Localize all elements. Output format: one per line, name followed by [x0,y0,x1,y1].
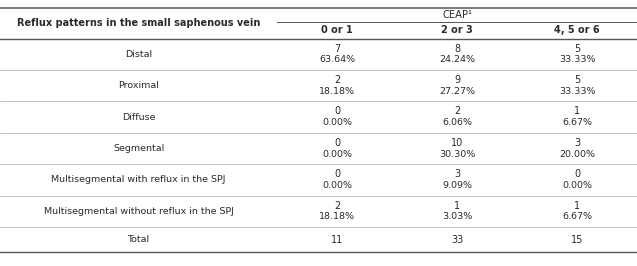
Text: 0.00%: 0.00% [322,181,352,190]
Text: 5: 5 [574,75,580,85]
Text: 3: 3 [574,138,580,148]
Text: Diffuse: Diffuse [122,113,155,122]
Text: 2: 2 [334,75,340,85]
Text: 3: 3 [454,169,460,179]
Text: 7: 7 [334,44,340,54]
Text: 18.18%: 18.18% [319,212,355,221]
Text: 0: 0 [334,138,340,148]
Text: 11: 11 [331,235,343,244]
Text: Multisegmental with reflux in the SPJ: Multisegmental with reflux in the SPJ [52,175,225,184]
Text: 33.33%: 33.33% [559,55,595,64]
Text: 1: 1 [574,201,580,211]
Text: Proximal: Proximal [118,81,159,90]
Text: 2: 2 [454,106,460,117]
Text: 8: 8 [454,44,460,54]
Text: Segmental: Segmental [113,144,164,153]
Text: 33: 33 [451,235,463,244]
Text: 0: 0 [334,106,340,117]
Text: 18.18%: 18.18% [319,87,355,96]
Text: 27.27%: 27.27% [439,87,475,96]
Text: Reflux patterns in the small saphenous vein: Reflux patterns in the small saphenous v… [17,18,261,28]
Text: 24.24%: 24.24% [439,55,475,64]
Text: Total: Total [127,235,150,244]
Text: 0.00%: 0.00% [322,118,352,127]
Text: 33.33%: 33.33% [559,87,595,96]
Text: 63.64%: 63.64% [319,55,355,64]
Text: 6.67%: 6.67% [562,118,592,127]
Text: 15: 15 [571,235,583,244]
Text: 20.00%: 20.00% [559,149,595,159]
Text: Distal: Distal [125,50,152,59]
Text: 1: 1 [574,106,580,117]
Text: 0.00%: 0.00% [562,181,592,190]
Text: 9.09%: 9.09% [442,181,472,190]
Text: 3.03%: 3.03% [442,212,472,221]
Text: 10: 10 [451,138,463,148]
Text: CEAP¹: CEAP¹ [442,10,472,20]
Text: 30.30%: 30.30% [439,149,475,159]
Text: 0: 0 [574,169,580,179]
Text: 2: 2 [334,201,340,211]
Text: 1: 1 [454,201,460,211]
Text: 9: 9 [454,75,460,85]
Text: Multisegmental without reflux in the SPJ: Multisegmental without reflux in the SPJ [43,207,234,216]
Text: 2 or 3: 2 or 3 [441,25,473,35]
Text: 6.67%: 6.67% [562,212,592,221]
Text: 5: 5 [574,44,580,54]
Text: 0.00%: 0.00% [322,149,352,159]
Text: 4, 5 or 6: 4, 5 or 6 [554,25,600,35]
Text: 0: 0 [334,169,340,179]
Text: 6.06%: 6.06% [442,118,472,127]
Text: 0 or 1: 0 or 1 [321,25,353,35]
